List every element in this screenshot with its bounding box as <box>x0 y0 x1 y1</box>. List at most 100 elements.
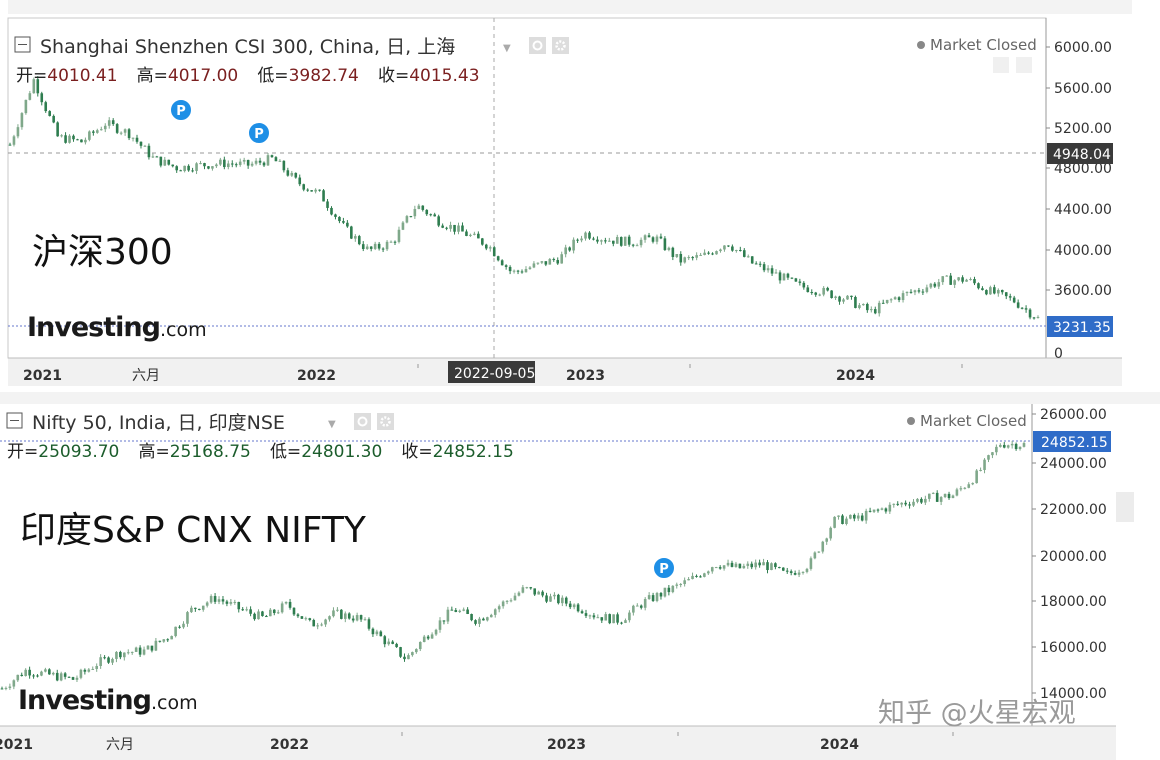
csi300-candle <box>135 137 139 142</box>
nifty50-candle <box>99 657 102 666</box>
nifty50-candle <box>943 493 947 498</box>
csi300-candle <box>663 238 667 250</box>
nifty50-candle <box>284 601 288 604</box>
nifty50-candle <box>67 676 71 678</box>
csi300-time-axis <box>8 358 1122 386</box>
nifty50-candle <box>809 558 813 569</box>
svg-text:26000.00: 26000.00 <box>1040 407 1107 423</box>
nifty50-y-ticks: 26000.00 24000.00 22000.00 20000.00 1800… <box>1032 407 1107 702</box>
csi300-candle <box>111 120 115 125</box>
svg-text:2021: 2021 <box>23 368 62 384</box>
nifty50-candle <box>525 587 529 589</box>
csi300-candle <box>40 93 44 103</box>
pin-icon[interactable]: P <box>169 98 193 122</box>
nifty50-candle <box>336 609 339 611</box>
svg-text:P: P <box>659 562 669 577</box>
nifty50-x-ticks: 2021 六月 2022 2023 2024 <box>0 732 954 753</box>
nifty50-candle <box>975 470 978 484</box>
csi300-x-ticks: 2021 六月 2022 2023 2024 <box>23 364 963 384</box>
svg-text:24000.00: 24000.00 <box>1040 456 1107 472</box>
nifty50-collapse-icon[interactable] <box>6 412 23 429</box>
csi300-candle <box>227 163 230 168</box>
csi300-candle <box>881 302 885 304</box>
svg-text:3231.35: 3231.35 <box>1053 320 1111 336</box>
csi300-candle <box>187 165 190 171</box>
nifty50-visibility-icon[interactable] <box>354 413 371 430</box>
csi300-candle <box>703 252 706 255</box>
csi300-collapse-icon[interactable] <box>14 36 31 53</box>
csi300-candle <box>508 266 512 272</box>
nifty50-candle <box>403 656 406 660</box>
nifty50-candle <box>174 626 177 637</box>
nifty50-candle <box>458 610 462 612</box>
csi300-candle <box>151 156 155 158</box>
csi300-visibility-icon[interactable] <box>529 37 546 54</box>
nifty50-candle <box>931 492 935 494</box>
csi300-candle <box>885 299 889 303</box>
csi300-candle <box>346 222 349 227</box>
svg-text:P: P <box>254 127 264 142</box>
nifty50-candle <box>241 609 245 611</box>
csi300-nav-right-icon[interactable] <box>1016 57 1032 73</box>
csi300-candle <box>492 247 496 257</box>
csi300-candle <box>873 309 877 314</box>
nifty50-candle <box>663 587 667 597</box>
pin-icon[interactable]: P <box>247 121 271 145</box>
csi300-nav-left-icon[interactable] <box>993 57 1009 73</box>
nifty50-settings-icon[interactable] <box>377 413 394 430</box>
nifty50-toolbar <box>0 392 1160 404</box>
svg-text:2023: 2023 <box>547 737 586 753</box>
nifty50-candle <box>572 604 576 608</box>
csi300-candle <box>381 248 385 250</box>
nifty50-candle <box>766 562 769 571</box>
nifty50-candle <box>170 636 173 640</box>
nifty50-candle <box>924 498 927 503</box>
svg-text:14000.00: 14000.00 <box>1040 686 1107 702</box>
nifty50-candle <box>659 593 663 597</box>
csi300-crosshair-date-label <box>448 361 535 383</box>
nifty50-candle <box>533 588 537 595</box>
csi300-candle <box>56 122 59 137</box>
svg-text:2022: 2022 <box>297 368 336 384</box>
csi300-candle <box>544 261 548 265</box>
csi300-candle <box>679 253 683 263</box>
csi300-candle <box>889 299 893 301</box>
nifty50-dropdown-icon[interactable]: ▼ <box>328 419 336 430</box>
nifty50-candle <box>197 608 201 610</box>
csi300-candle <box>484 244 488 249</box>
csi300-candle <box>500 260 504 266</box>
csi300-candle <box>933 283 937 287</box>
csi300-chart-panel: Shanghai Shenzhen CSI 300, China, 日, 上海 … <box>7 0 1132 386</box>
nifty50-candle <box>300 616 304 619</box>
csi300-candle <box>139 141 143 146</box>
nifty50-candle <box>383 636 387 645</box>
nifty50-candle <box>276 612 280 614</box>
nifty50-candle <box>505 600 509 602</box>
csi300-y-ticks: 6000.00 5600.00 5200.00 4800.00 4400.00 … <box>1046 40 1112 362</box>
nifty50-candle <box>308 618 312 621</box>
nifty50-candle <box>328 616 331 620</box>
csi300-candle <box>981 288 984 291</box>
nifty50-candle <box>714 567 718 569</box>
nifty50-candle <box>545 595 548 602</box>
csi300-candle <box>88 131 91 140</box>
nifty50-candle <box>107 657 110 663</box>
svg-text:2022-09-05: 2022-09-05 <box>454 366 535 382</box>
nifty50-candle <box>91 668 95 670</box>
nifty50-candle <box>257 611 260 620</box>
csi300-candle <box>369 246 373 249</box>
csi300-dropdown-icon[interactable]: ▼ <box>503 43 511 54</box>
pin-icon[interactable]: P <box>652 556 676 580</box>
csi300-candle <box>520 271 524 273</box>
csi300-candle <box>842 299 845 302</box>
nifty50-candle <box>379 631 383 637</box>
nifty50-candle <box>746 563 750 566</box>
nifty50-candle <box>229 602 233 604</box>
csi300-candle <box>334 214 337 217</box>
nifty50-candle <box>79 669 83 678</box>
csi300-candle <box>12 136 16 145</box>
csi300-candle <box>242 159 246 162</box>
nifty50-candle <box>549 596 552 602</box>
csi300-settings-icon[interactable] <box>552 37 569 54</box>
nifty50-candle <box>829 527 832 539</box>
